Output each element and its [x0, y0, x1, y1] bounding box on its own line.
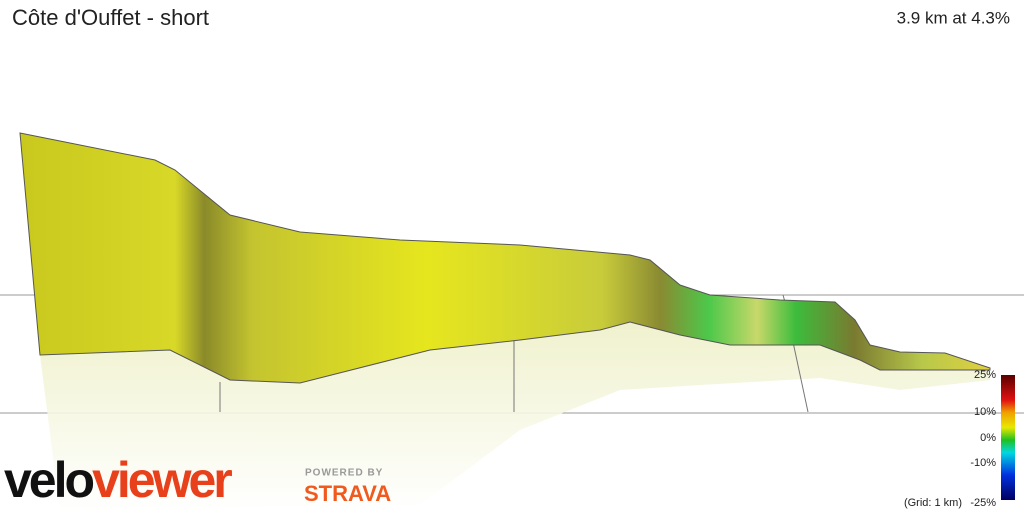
grid-line	[792, 341, 809, 413]
elevation-ribbon	[19, 132, 991, 384]
scale-label: 0%	[980, 432, 996, 444]
logo-part: viewer	[92, 452, 232, 508]
scale-label: -10%	[970, 457, 996, 469]
stats: 3.9 km at 4.3%	[897, 8, 1010, 27]
logo-part: velo	[4, 452, 94, 508]
gradient-scale	[1001, 375, 1015, 500]
scale-label: -25%	[970, 497, 996, 509]
scale-label: 10%	[974, 406, 996, 418]
title: Côte d'Ouffet - short	[12, 5, 209, 30]
powered-by: POWERED BY	[305, 468, 383, 479]
partner-logo: STRAVA	[304, 481, 391, 506]
scale-label: 25%	[974, 369, 996, 381]
logo: veloviewer	[4, 452, 232, 508]
reflection	[40, 322, 990, 512]
grid-note: (Grid: 1 km)	[904, 497, 962, 509]
